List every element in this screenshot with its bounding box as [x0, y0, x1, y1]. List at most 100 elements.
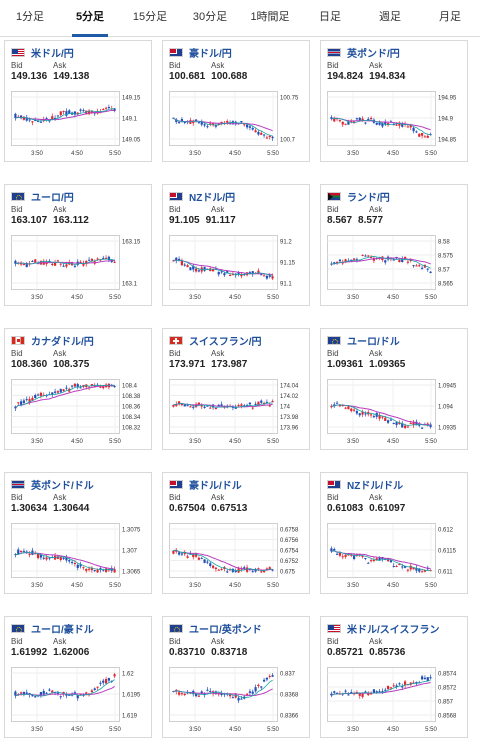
tab-7[interactable]: 月足 [439, 11, 461, 23]
tab-1[interactable]: 5分足 [60, 0, 120, 37]
pair-card[interactable]: ランド/円 Bid Ask 8.567 8.577 8.58 8.575 8.57 8.565 3… [320, 184, 468, 306]
pair-name[interactable]: ランド/円 [347, 192, 390, 204]
candle-body [415, 131, 418, 133]
pair-card[interactable]: NZドル/ドル Bid Ask 0.61083 0.61097 0.612 0.6115 0.… [320, 472, 468, 594]
pair-name[interactable]: 英ポンド/円 [347, 48, 400, 60]
mini-chart[interactable]: 174.04 174.02 174 173.98 173.96 3:50 4:50 5:50 [169, 379, 305, 445]
candle-body [197, 122, 201, 124]
mini-chart[interactable]: 1.62 1.6195 1.619 3:50 4:50 5:50 [11, 667, 147, 733]
candle-body [31, 695, 34, 697]
pair-name[interactable]: ユーロ/ドル [347, 336, 400, 348]
candle-body [65, 264, 68, 267]
moving-average-short [173, 679, 273, 699]
tab-2[interactable]: 15分足 [132, 11, 168, 23]
y-tick-label: 174.04 [280, 384, 299, 390]
candle-body [200, 558, 203, 560]
candle-body [426, 135, 429, 138]
mini-chart[interactable]: 0.6758 0.6756 0.6754 0.6752 0.675 3:50 4:50 5:5… [169, 523, 305, 589]
pair-name[interactable]: 米ドル/スイスフラン [347, 624, 440, 636]
mini-chart[interactable]: 1.3075 1.307 1.3065 3:50 4:50 5:50 [11, 523, 147, 589]
candle-body [350, 121, 353, 123]
tab-4[interactable]: 1時間足 [250, 11, 290, 23]
x-tick-label: 5:50 [267, 727, 279, 733]
candle-body [231, 274, 235, 276]
candle-body [59, 111, 62, 116]
mini-chart[interactable]: 0.837 0.8368 0.8366 3:50 4:50 5:50 [169, 667, 305, 733]
bid-ask-values: 8.567 8.577 [327, 215, 389, 226]
pair-card[interactable]: スイスフラン/円 Bid Ask 173.971 173.987 174.04 174.02… [162, 328, 310, 450]
candle-body [48, 120, 51, 122]
mini-chart[interactable]: 108.4 108.38 108.36 108.34 108.32 3:50 4:50 5:5… [11, 379, 147, 445]
bid-value: 163.107 [11, 215, 48, 226]
pair-name[interactable]: カナダドル/円 [31, 336, 94, 348]
y-tick-label: 91.2 [280, 240, 292, 246]
pair-card[interactable]: NZドル/円 Bid Ask 91.105 91.117 91.2 91.15 91.1 3:5… [162, 184, 310, 306]
pair-name[interactable]: スイスフラン/円 [189, 336, 262, 348]
pair-name[interactable]: ユーロ/英ポンド [189, 624, 262, 636]
candle-body [401, 258, 404, 263]
pair-name[interactable]: ユーロ/円 [31, 192, 74, 204]
pair-card[interactable]: 米ドル/円 Bid Ask 149.136 149.138 149.15 149.1 149.… [4, 40, 152, 162]
mini-chart[interactable]: 0.612 0.6115 0.611 3:50 4:50 5:50 [327, 523, 463, 589]
pair-card[interactable]: カナダドル/円 Bid Ask 108.360 108.375 108.4 108.38 10… [4, 328, 152, 450]
y-tick-label: 1.3065 [122, 570, 141, 576]
pair-header: カナダドル/円 [11, 333, 94, 348]
pair-card[interactable]: ユーロ/円 Bid Ask 163.107 163.112 163.15 163.1 3:50… [4, 184, 152, 306]
candle-body [245, 567, 249, 572]
pair-name[interactable]: 英ポンド/ドル [31, 480, 94, 492]
candle-body [51, 392, 54, 395]
candle-body [36, 553, 40, 559]
candle-body [183, 404, 186, 407]
pair-card[interactable]: 豪ドル/ドル Bid Ask 0.67504 0.67513 0.6758 0.6756 0.… [162, 472, 310, 594]
candle-body [104, 257, 108, 260]
mini-chart[interactable]: 8.58 8.575 8.57 8.565 3:50 4:50 5:50 [327, 235, 463, 301]
pair-name[interactable]: 豪ドル/円 [189, 48, 232, 60]
candle-body [34, 696, 37, 698]
candle-body [245, 405, 249, 407]
flag-icon [169, 47, 183, 57]
pair-card[interactable]: 英ポンド/ドル Bid Ask 1.30634 1.30644 1.3075 1.307 1.… [4, 472, 152, 594]
candle-body [398, 422, 401, 425]
y-tick-label: 8.565 [438, 282, 454, 288]
y-tick-label: 0.857 [438, 700, 454, 706]
candle-body [22, 400, 26, 403]
mini-chart[interactable]: 194.95 194.9 194.85 3:50 4:50 5:50 [327, 91, 463, 157]
candle-body [51, 263, 54, 265]
timeframe-tabs: 1分足 5分足 15分足 30分足 1時間足 日足 週足 月足 [0, 0, 480, 37]
pair-card[interactable]: 米ドル/スイスフラン Bid Ask 0.85721 0.85736 0.8574 0.85… [320, 616, 468, 738]
pair-card[interactable]: 英ポンド/円 Bid Ask 194.824 194.834 194.95 194.9 194… [320, 40, 468, 162]
x-tick-label: 5:50 [109, 439, 121, 445]
candle-body [226, 121, 229, 123]
pair-name[interactable]: 豪ドル/ドル [189, 480, 242, 492]
x-tick-label: 4:50 [71, 583, 83, 589]
tab-5[interactable]: 日足 [319, 11, 341, 23]
candle-body [203, 693, 206, 695]
mini-chart[interactable]: 91.2 91.15 91.1 3:50 4:50 5:50 [169, 235, 305, 301]
mini-chart[interactable]: 100.75 100.7 3:50 4:50 5:50 [169, 91, 305, 157]
candle-body [113, 386, 116, 388]
candle-body [102, 257, 105, 259]
candle-body [177, 258, 181, 261]
mini-chart[interactable]: 1.0945 1.094 1.0935 3:50 4:50 5:50 [327, 379, 463, 445]
mini-chart[interactable]: 149.15 149.1 149.05 3:50 4:50 5:50 [11, 91, 147, 157]
tab-6[interactable]: 週足 [379, 11, 401, 23]
candle-body [344, 554, 347, 558]
pair-card[interactable]: 豪ドル/円 Bid Ask 100.681 100.688 100.75 100.7 3:50… [162, 40, 310, 162]
tab-3[interactable]: 30分足 [192, 11, 228, 23]
pair-card[interactable]: ユーロ/ドル Bid Ask 1.09361 1.09365 1.0945 1.094 1.0… [320, 328, 468, 450]
candle-body [34, 259, 37, 263]
pair-name[interactable]: NZドル/円 [189, 192, 236, 204]
pair-name[interactable]: ユーロ/豪ドル [31, 624, 94, 636]
candle-body [389, 419, 393, 421]
pair-card[interactable]: ユーロ/豪ドル Bid Ask 1.61992 1.62006 1.62 1.6195 1.6… [4, 616, 152, 738]
candle-body [223, 273, 226, 276]
pair-name[interactable]: NZドル/ドル [347, 480, 404, 492]
pair-name[interactable]: 米ドル/円 [31, 48, 74, 60]
candle-body [14, 691, 17, 696]
bid-value: 108.360 [11, 359, 48, 370]
pair-card[interactable]: ユーロ/英ポンド Bid Ask 0.83710 0.83718 0.837 0.8368 0… [162, 616, 310, 738]
tab-0[interactable]: 1分足 [15, 11, 45, 23]
candle-body [352, 409, 356, 411]
mini-chart[interactable]: 163.15 163.1 3:50 4:50 5:50 [11, 235, 147, 301]
mini-chart[interactable]: 0.8574 0.8572 0.857 0.8568 3:50 4:50 5:50 [327, 667, 463, 733]
